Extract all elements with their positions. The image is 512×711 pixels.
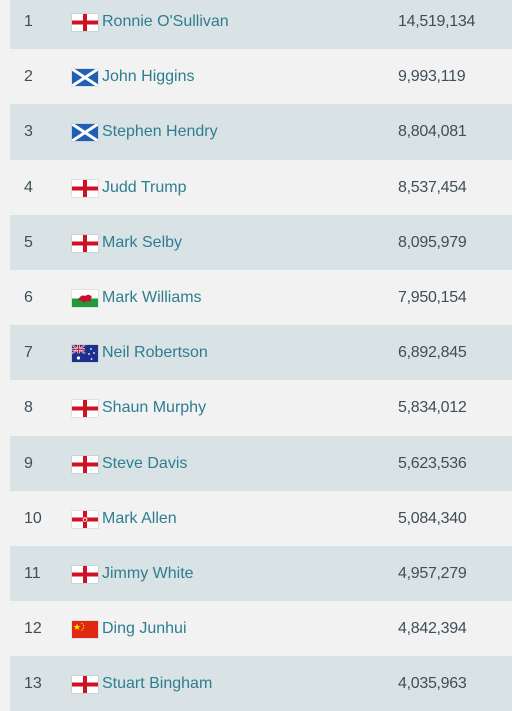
table-row: 12 Ding Junhui 4,842,394 xyxy=(10,601,512,656)
table-row: 8 Shaun Murphy 5,834,012 xyxy=(10,380,512,435)
australia-flag-icon xyxy=(71,344,98,363)
earnings-cell: 14,519,134 xyxy=(398,13,476,30)
rank-cell: 12 xyxy=(24,620,42,638)
rank-cell: 11 xyxy=(24,564,41,582)
table-row: 2 John Higgins 9,993,119 xyxy=(10,49,512,104)
player-name-link[interactable]: Steve Davis xyxy=(102,454,188,472)
table-row: 5 Mark Selby 8,095,979 xyxy=(10,214,512,270)
player-name-link[interactable]: Mark Williams xyxy=(102,288,202,306)
rank-cell: 8 xyxy=(24,399,33,417)
china-flag-icon xyxy=(72,621,98,639)
rank-cell: 3 xyxy=(24,123,33,141)
table-row: 1 Ronnie O'Sullivan 14,519,134 xyxy=(10,0,512,50)
england-flag-icon xyxy=(72,676,98,694)
earnings-cell: 7,950,154 xyxy=(398,288,467,306)
player-name-link[interactable]: Judd Trump xyxy=(102,178,187,196)
prize-money-table: 1 Ronnie O'Sullivan 14,519,134 2 John Hi… xyxy=(10,0,512,711)
player-name-link[interactable]: Neil Robertson xyxy=(102,344,208,362)
earnings-cell: 9,993,119 xyxy=(398,68,466,86)
earnings-cell: 5,623,536 xyxy=(398,454,467,472)
rank-cell: 5 xyxy=(24,233,33,251)
table-row: 11 Jimmy White 4,957,279 xyxy=(10,545,512,602)
player-name-link[interactable]: Jimmy White xyxy=(102,564,194,582)
table-row: 6 Mark Williams 7,950,154 xyxy=(10,270,512,325)
england-flag-icon xyxy=(72,14,98,31)
england-flag-icon xyxy=(72,400,98,418)
table-row: 3 Stephen Hendry 8,804,081 xyxy=(10,104,512,160)
scotland-flag-icon xyxy=(71,123,99,143)
rank-cell: 9 xyxy=(24,454,33,472)
rank-cell: 10 xyxy=(24,509,42,527)
table-row: 7 Neil Robertson 6,892,845 xyxy=(10,325,512,381)
england-flag-icon xyxy=(72,455,98,473)
table-row: 9 Steve Davis 5,623,536 xyxy=(10,435,512,491)
earnings-cell: 8,804,081 xyxy=(398,123,467,141)
rank-cell: 4 xyxy=(24,178,33,196)
earnings-cell: 4,035,963 xyxy=(398,675,467,693)
player-name-link[interactable]: Stephen Hendry xyxy=(102,123,218,141)
rank-cell: 2 xyxy=(24,68,33,86)
player-name-link[interactable]: Mark Allen xyxy=(102,509,177,527)
table-row: 10 Mark Allen 5,084,340 xyxy=(10,491,512,546)
england-flag-icon xyxy=(72,565,98,583)
northern-ireland-flag-icon xyxy=(72,510,98,528)
player-name-link[interactable]: Ronnie O'Sullivan xyxy=(102,13,229,30)
player-name-link[interactable]: Stuart Bingham xyxy=(102,675,213,693)
rank-cell: 6 xyxy=(24,288,33,306)
player-name-link[interactable]: Mark Selby xyxy=(102,233,183,251)
wales-flag-icon xyxy=(72,289,98,307)
player-name-link[interactable]: Ding Junhui xyxy=(102,620,187,638)
england-flag-icon xyxy=(72,179,98,197)
earnings-cell: 5,834,012 xyxy=(398,399,467,417)
earnings-cell: 8,095,979 xyxy=(398,233,467,251)
table-row: 4 Judd Trump 8,537,454 xyxy=(10,160,512,215)
player-name-link[interactable]: Shaun Murphy xyxy=(102,399,207,417)
table-row: 13 Stuart Bingham 4,035,963 xyxy=(10,656,512,711)
player-name-link[interactable]: John Higgins xyxy=(102,68,195,86)
rank-cell: 7 xyxy=(24,344,33,362)
rank-cell: 13 xyxy=(24,675,42,693)
earnings-cell: 6,892,845 xyxy=(398,344,467,362)
rank-cell: 1 xyxy=(24,13,33,30)
earnings-cell: 4,842,394 xyxy=(398,620,467,638)
earnings-cell: 5,084,340 xyxy=(398,509,467,527)
earnings-cell: 8,537,454 xyxy=(398,178,467,196)
earnings-cell: 4,957,279 xyxy=(398,564,467,582)
scotland-flag-icon xyxy=(71,67,99,88)
england-flag-icon xyxy=(72,234,98,252)
